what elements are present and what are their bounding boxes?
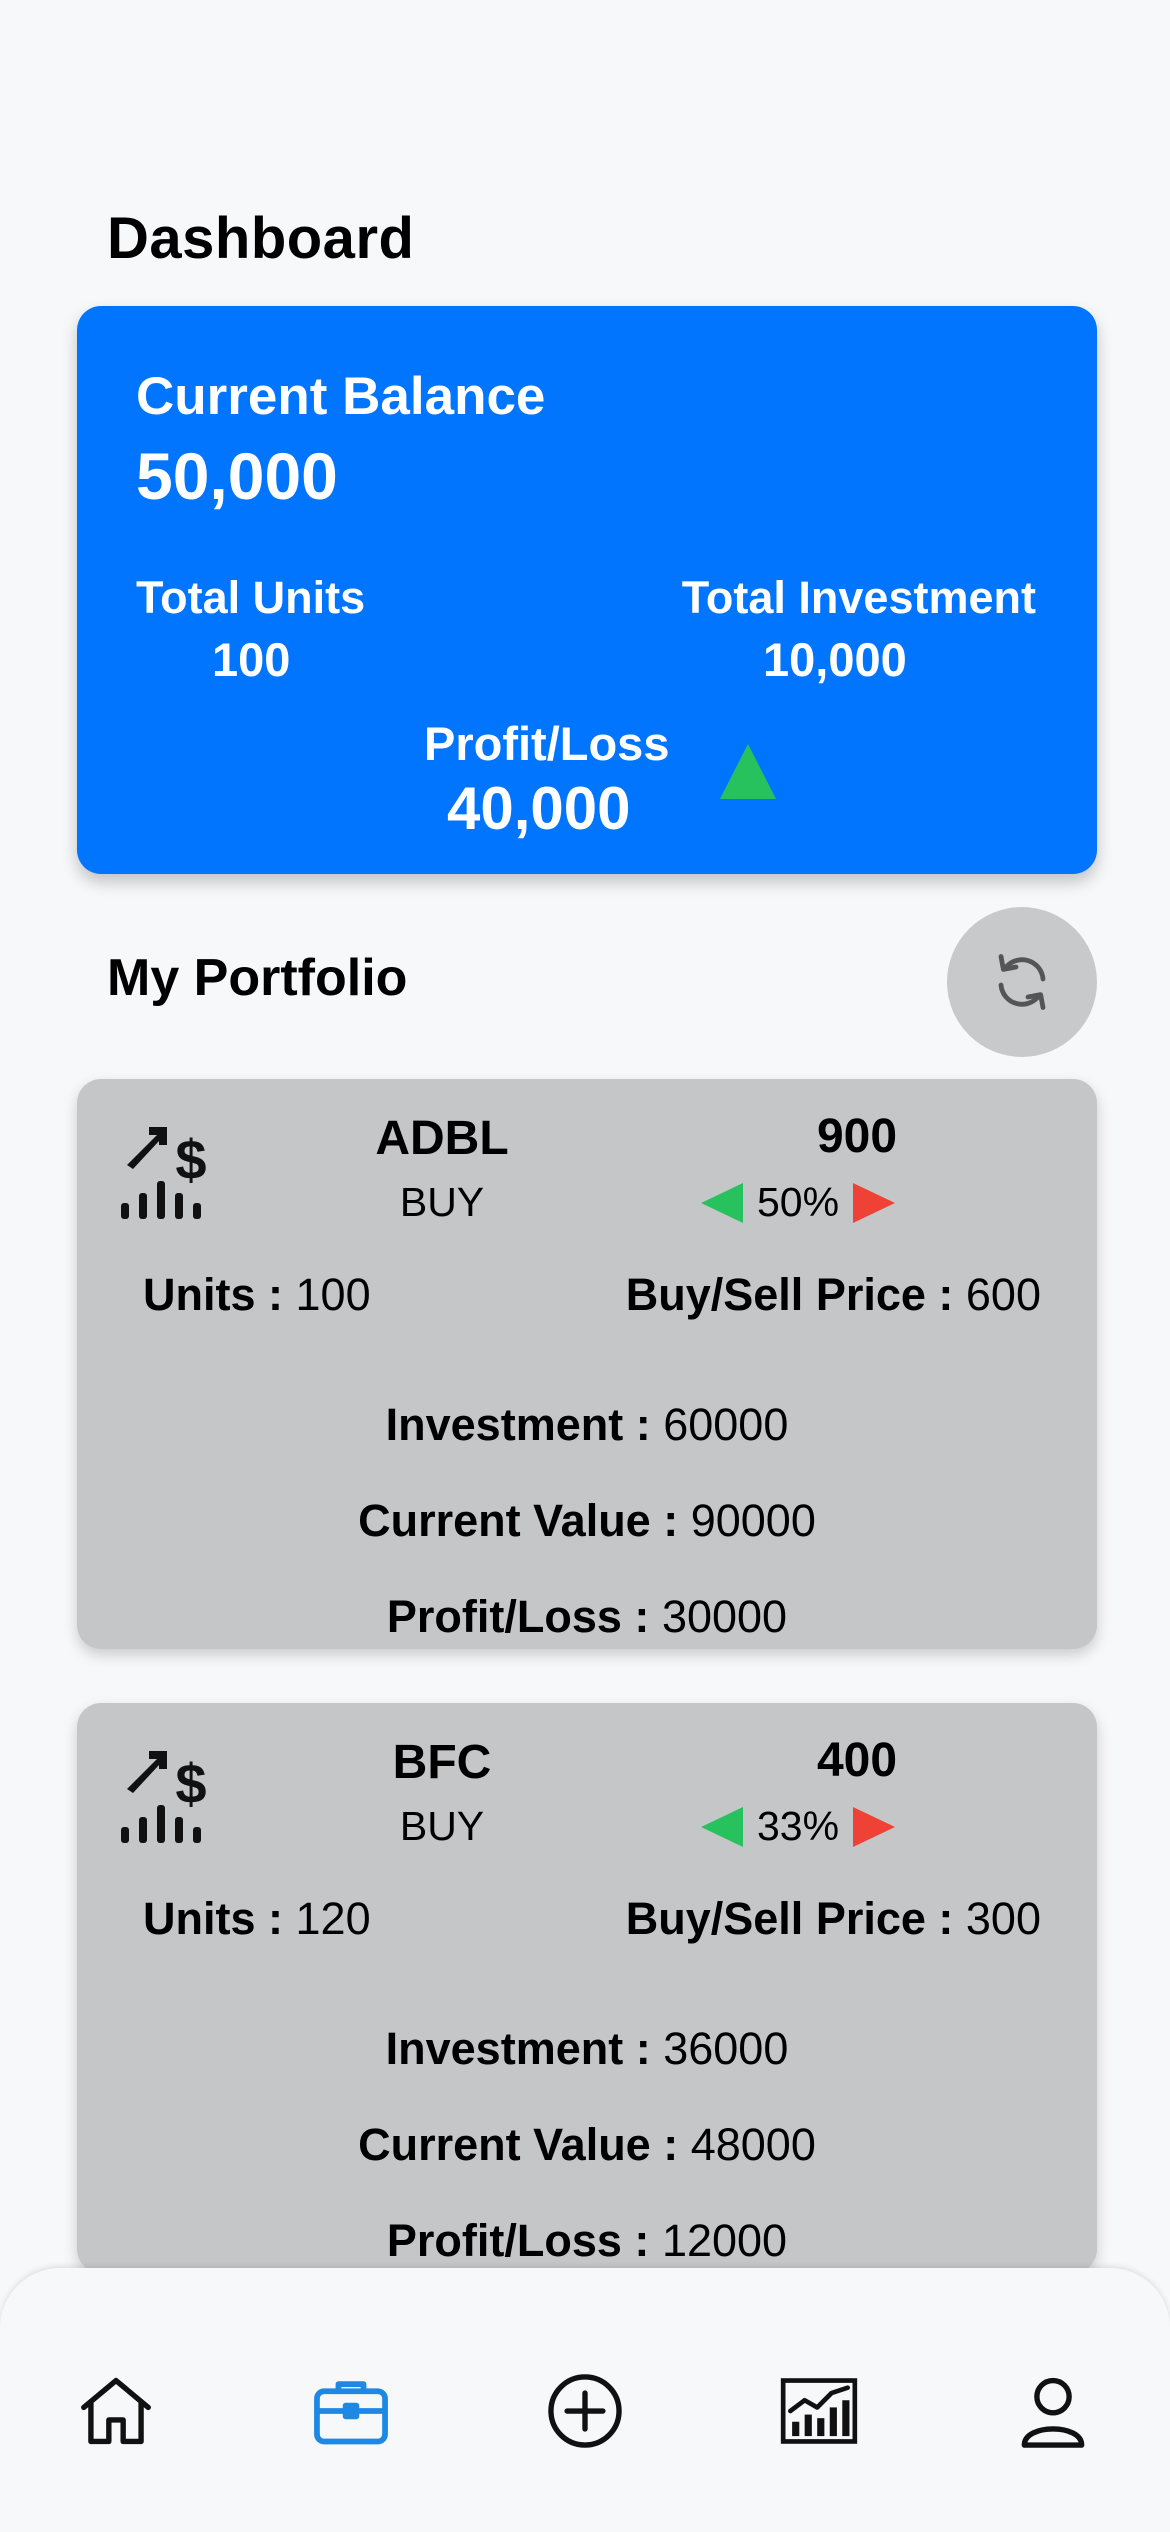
stock-percent: 50% [757, 1179, 840, 1225]
buy-sell-price-value: 300 [965, 1893, 1041, 1944]
stock-symbol: ADBL [375, 1112, 509, 1165]
refresh-button[interactable] [947, 907, 1097, 1057]
current-balance-label: Current Balance [136, 367, 546, 426]
total-units-value: 100 [212, 633, 291, 686]
stock-symbol: BFC [392, 1736, 492, 1789]
total-investment-value: 10,000 [763, 633, 907, 686]
profit-loss-label: Profit/Loss : [386, 1591, 650, 1642]
triangle-right-icon [853, 1182, 896, 1223]
investment-label: Investment : [385, 1399, 651, 1450]
triangle-right-icon [853, 1806, 896, 1847]
user-icon [1021, 2377, 1085, 2448]
investment-label: Investment : [385, 2023, 651, 2074]
units-row: Units : 120 [143, 1893, 371, 1945]
investment-value: 36000 [663, 2023, 789, 2074]
buy-sell-price-row: Buy/Sell Price : 600 [626, 1269, 1041, 1321]
nav-chart[interactable] [764, 2356, 874, 2466]
stock-card-adbl[interactable]: $ ADBL BUY 900 50% Units : 100 Buy/Sell … [77, 1079, 1097, 1649]
buy-sell-price-label: Buy/Sell Price : [625, 1269, 954, 1320]
stock-card-bfc[interactable]: $ BFC BUY 400 33% Units : 120 Buy/Sell P… [77, 1703, 1097, 2273]
svg-text:$: $ [175, 1752, 206, 1815]
profit-loss-label: Profit/Loss : [386, 2215, 650, 2266]
current-value-label: Current Value : [358, 1495, 679, 1546]
stock-action: BUY [399, 1179, 485, 1225]
refresh-icon [998, 954, 1046, 1010]
total-units-label: Total Units [136, 572, 366, 623]
stock-percent: 33% [757, 1803, 840, 1849]
units-label: Units : [143, 1893, 283, 1944]
profit-loss-value: 30000 [661, 1591, 788, 1642]
current-value-row: Current Value : 48000 [77, 2119, 1097, 2171]
units-row: Units : 100 [143, 1269, 371, 1321]
stock-price: 400 [816, 1734, 898, 1787]
chart-icon [780, 2378, 858, 2444]
nav-home[interactable] [61, 2356, 171, 2466]
profit-loss-value: 40,000 [447, 775, 631, 842]
units-value: 120 [295, 1893, 371, 1944]
nav-portfolio[interactable] [296, 2356, 406, 2466]
profit-loss-value: 12000 [661, 2215, 788, 2266]
nav-add[interactable] [530, 2356, 640, 2466]
briefcase-icon [314, 2381, 388, 2445]
percent-row: 33% [701, 1803, 1001, 1850]
units-label: Units : [143, 1269, 283, 1320]
triangle-left-icon [701, 1806, 743, 1847]
stock-action: BUY [399, 1803, 485, 1849]
stock-price: 900 [816, 1110, 898, 1163]
bottom-nav [0, 2268, 1170, 2532]
profit-loss-row: Profit/Loss : 30000 [77, 1591, 1097, 1643]
total-investment-label: Total Investment [681, 572, 1036, 623]
percent-row: 50% [701, 1179, 1001, 1226]
current-value-value: 48000 [690, 2119, 816, 2170]
buy-sell-price-value: 600 [965, 1269, 1041, 1320]
buy-sell-price-label: Buy/Sell Price : [625, 1893, 954, 1944]
svg-text:$: $ [175, 1128, 206, 1191]
buy-sell-price-row: Buy/Sell Price : 300 [626, 1893, 1041, 1945]
portfolio-title: My Portfolio [107, 949, 408, 1007]
plus-circle-icon [548, 2374, 622, 2448]
balance-card: Current Balance 50,000 Total Units 100 T… [77, 306, 1097, 874]
investment-value: 60000 [663, 1399, 789, 1450]
current-value-label: Current Value : [358, 2119, 679, 2170]
triangle-left-icon [701, 1182, 743, 1223]
stock-growth-icon: $ [121, 1127, 207, 1219]
page-title: Dashboard [107, 206, 415, 271]
profit-loss-label: Profit/Loss [424, 717, 670, 770]
investment-row: Investment : 60000 [77, 1399, 1097, 1451]
nav-profile[interactable] [998, 2356, 1108, 2466]
investment-row: Investment : 36000 [77, 2023, 1097, 2075]
triangle-up-icon [720, 744, 776, 799]
profit-loss-row: Profit/Loss : 12000 [77, 2215, 1097, 2267]
units-value: 100 [295, 1269, 371, 1320]
current-value-value: 90000 [690, 1495, 816, 1546]
home-icon [81, 2377, 151, 2445]
current-balance-value: 50,000 [136, 439, 338, 513]
stock-growth-icon: $ [121, 1751, 207, 1843]
current-value-row: Current Value : 90000 [77, 1495, 1097, 1547]
